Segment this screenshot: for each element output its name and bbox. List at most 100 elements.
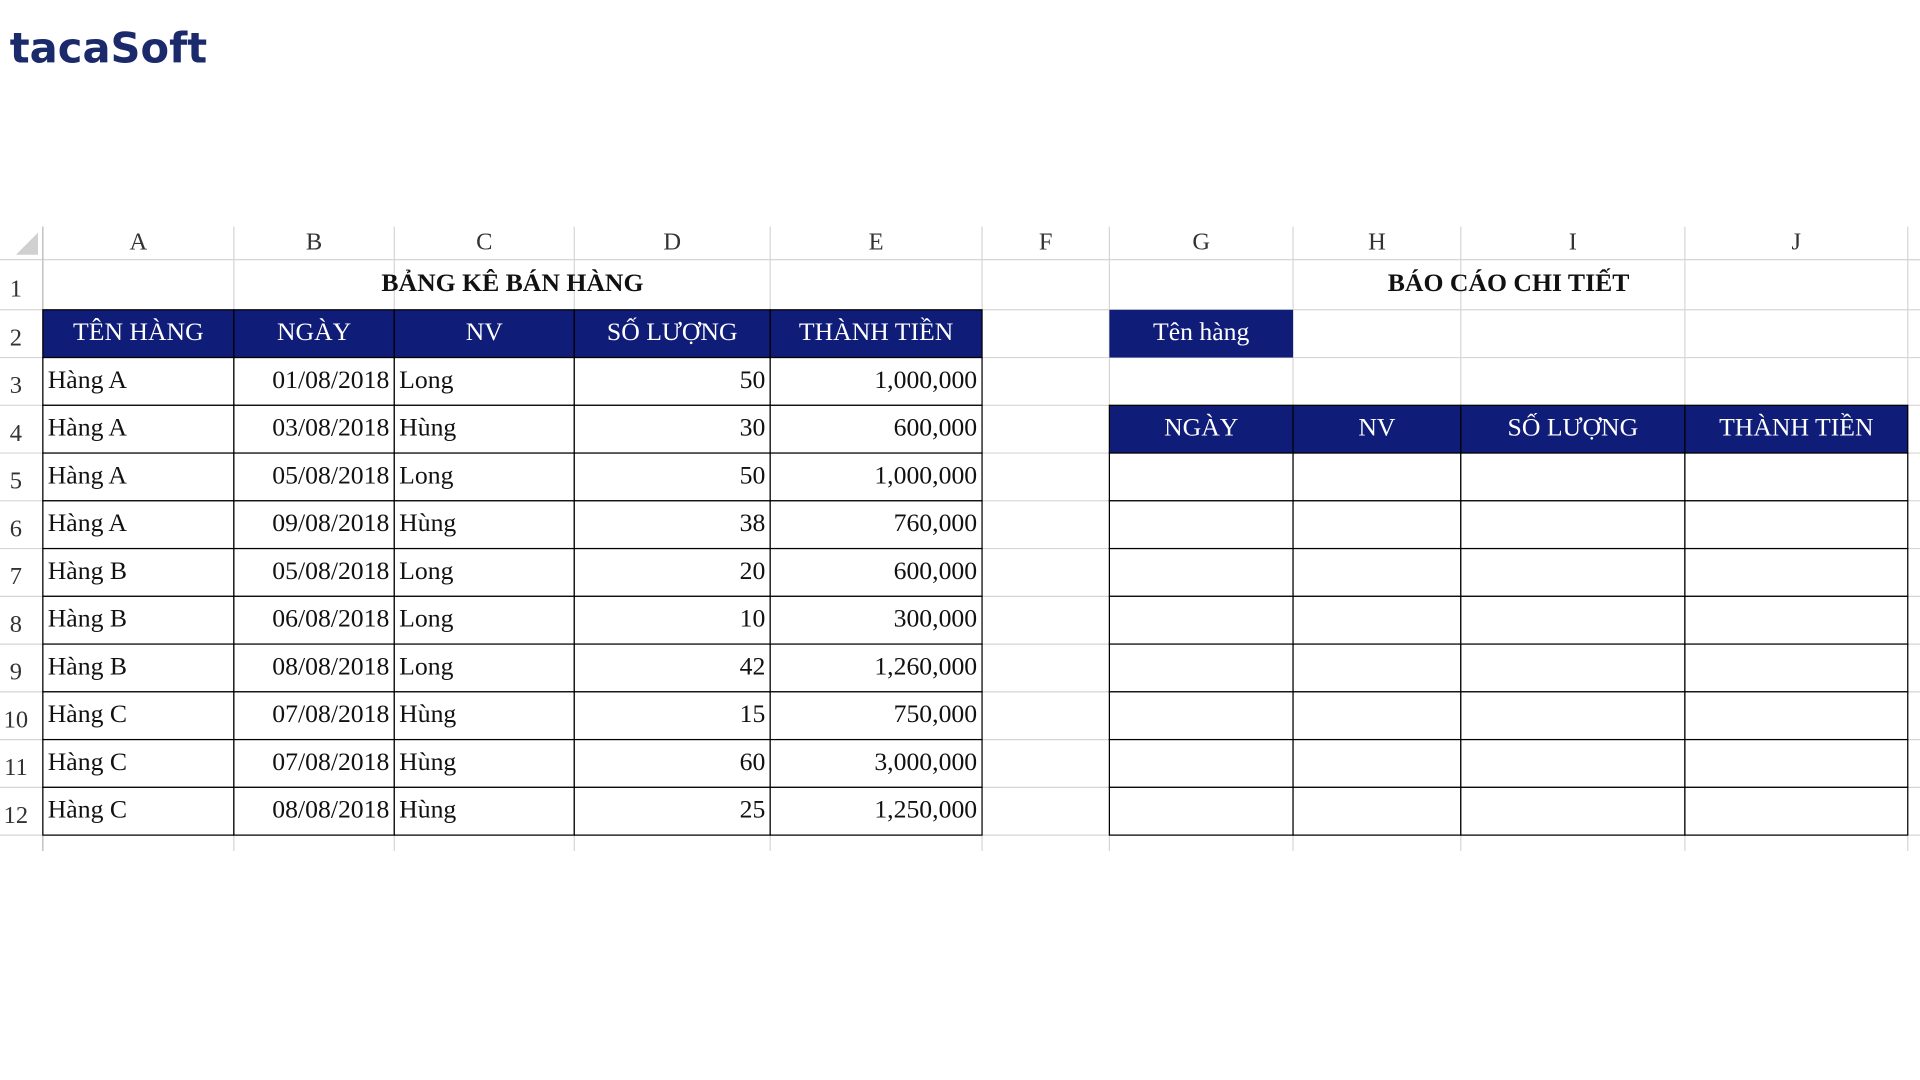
empty-cell [1292, 595, 1462, 645]
cell-text: 60 [740, 747, 766, 776]
row-number: 5 [10, 468, 22, 495]
cell-text: 09/08/2018 [272, 508, 389, 537]
empty-cell [1684, 500, 1909, 550]
cell [42, 452, 235, 502]
cell [42, 643, 235, 693]
empty-cell [1292, 547, 1462, 597]
empty-cell [1460, 691, 1686, 741]
row-number: 4 [10, 420, 22, 447]
empty-cell [1108, 500, 1294, 550]
cell-text: Hàng A [48, 508, 128, 537]
cell [573, 356, 771, 406]
empty-cell [1460, 643, 1686, 693]
empty-cell [1684, 786, 1909, 836]
header-cell [393, 309, 575, 359]
column-letter: J [1792, 228, 1802, 255]
column-letter: H [1368, 228, 1386, 255]
row-number: 10 [4, 706, 28, 733]
cell-text: Hàng A [48, 365, 128, 394]
empty-cell [1460, 595, 1686, 645]
cell [233, 452, 395, 502]
empty-cell [1292, 738, 1462, 788]
cell [42, 404, 235, 454]
column-letter: B [306, 228, 322, 255]
cell-text: 3,000,000 [874, 747, 977, 776]
row-number: 11 [4, 754, 28, 781]
cell-text: 1,000,000 [874, 365, 977, 394]
header-cell [769, 309, 983, 359]
cell [769, 738, 983, 788]
cell [573, 643, 771, 693]
cell-text: 07/08/2018 [272, 747, 389, 776]
empty-cell [1684, 452, 1909, 502]
cell-text: Long [399, 460, 453, 489]
cell [393, 643, 575, 693]
cell-text: 25 [740, 795, 766, 824]
cell-text: Hàng C [48, 699, 127, 728]
column-letter: E [869, 228, 884, 255]
empty-cell [1108, 643, 1294, 693]
cell-text: 42 [740, 651, 766, 680]
label-cell [1109, 309, 1294, 358]
cell-text: 600,000 [894, 556, 978, 585]
cell [393, 738, 575, 788]
cell-text: Long [399, 365, 453, 394]
header-text: NV [466, 317, 504, 346]
empty-cell [1108, 595, 1294, 645]
cell [42, 500, 235, 550]
empty-cell [1684, 738, 1909, 788]
cell-text: Hàng B [48, 604, 127, 633]
cell-text: 08/08/2018 [272, 651, 389, 680]
empty-cell [1108, 786, 1294, 836]
cell [42, 786, 235, 836]
cell-text: 20 [740, 556, 766, 585]
cell [573, 547, 771, 597]
row-number: 6 [10, 515, 22, 542]
cell-text: Hàng B [48, 556, 127, 585]
header-text: SỐ LƯỢNG [1508, 413, 1639, 442]
empty-cell [1108, 738, 1294, 788]
cell [233, 404, 395, 454]
empty-cell [1292, 452, 1462, 502]
header-cell [1292, 404, 1462, 454]
row-number: 12 [4, 802, 28, 829]
cell-text: Hùng [399, 699, 456, 728]
cell-text: Long [399, 604, 453, 633]
cell-text: Hàng A [48, 460, 128, 489]
row-number: 7 [10, 563, 22, 590]
header-cell [573, 309, 771, 359]
cell-text: 05/08/2018 [272, 556, 389, 585]
row-number: 3 [10, 372, 22, 399]
cell-text: Long [399, 556, 453, 585]
cell [573, 691, 771, 741]
cell [573, 404, 771, 454]
cell-text: 01/08/2018 [272, 365, 389, 394]
cell [769, 452, 983, 502]
empty-cell [1292, 643, 1462, 693]
header-text: THÀNH TIỀN [1719, 413, 1873, 442]
cell-text: Hùng [399, 413, 456, 442]
cell [42, 356, 235, 406]
header-cell [233, 309, 395, 359]
cell-text: 50 [740, 460, 766, 489]
label-text: Tên hàng [1153, 317, 1249, 346]
cell-text: 760,000 [894, 508, 978, 537]
empty-cell [1292, 691, 1462, 741]
right-title: BÁO CÁO CHI TIẾT [1388, 268, 1630, 297]
cell-text: Hùng [399, 747, 456, 776]
empty-cell [1684, 547, 1909, 597]
cell-text: 750,000 [894, 699, 978, 728]
empty-cell [1108, 452, 1294, 502]
row-number: 9 [10, 659, 22, 686]
cell [573, 500, 771, 550]
cell [573, 738, 771, 788]
header-text: SỐ LƯỢNG [607, 317, 738, 346]
empty-cell [1108, 691, 1294, 741]
cell-text: 38 [740, 508, 766, 537]
header-text: NGÀY [277, 317, 351, 346]
empty-cell [1460, 452, 1686, 502]
cell-text: 03/08/2018 [272, 413, 389, 442]
cell [769, 643, 983, 693]
cell-text: 15 [740, 699, 766, 728]
